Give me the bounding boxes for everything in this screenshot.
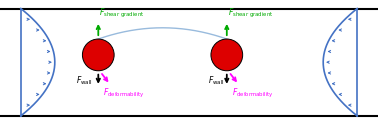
Text: $F_{\sf shear\ gradient}$: $F_{\sf shear\ gradient}$ (99, 7, 145, 20)
Text: $F_{\sf wall}$: $F_{\sf wall}$ (208, 75, 224, 87)
Text: $F_{\sf shear\ gradient}$: $F_{\sf shear\ gradient}$ (228, 7, 273, 20)
Text: $F_{\sf deformability}$: $F_{\sf deformability}$ (232, 87, 274, 100)
Circle shape (211, 39, 243, 71)
Circle shape (82, 39, 114, 71)
Text: $F_{\sf deformability}$: $F_{\sf deformability}$ (103, 87, 145, 100)
Text: $F_{\sf wall}$: $F_{\sf wall}$ (76, 75, 93, 87)
